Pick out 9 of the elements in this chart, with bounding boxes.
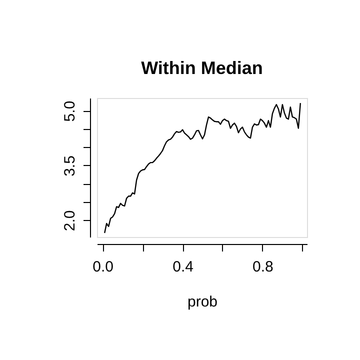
x-tick-label: 0.0 — [92, 258, 114, 276]
line-series — [104, 102, 302, 234]
x-axis-title: prob — [187, 294, 218, 310]
y-tick-label: 2.0 — [62, 210, 78, 232]
x-tick-label: 0.8 — [252, 258, 274, 276]
x-tick-label: 0.4 — [172, 258, 194, 276]
y-tick-label: 5.0 — [62, 100, 78, 122]
y-tick-label: 3.5 — [62, 156, 78, 176]
chart-title: Within Median — [141, 58, 263, 78]
